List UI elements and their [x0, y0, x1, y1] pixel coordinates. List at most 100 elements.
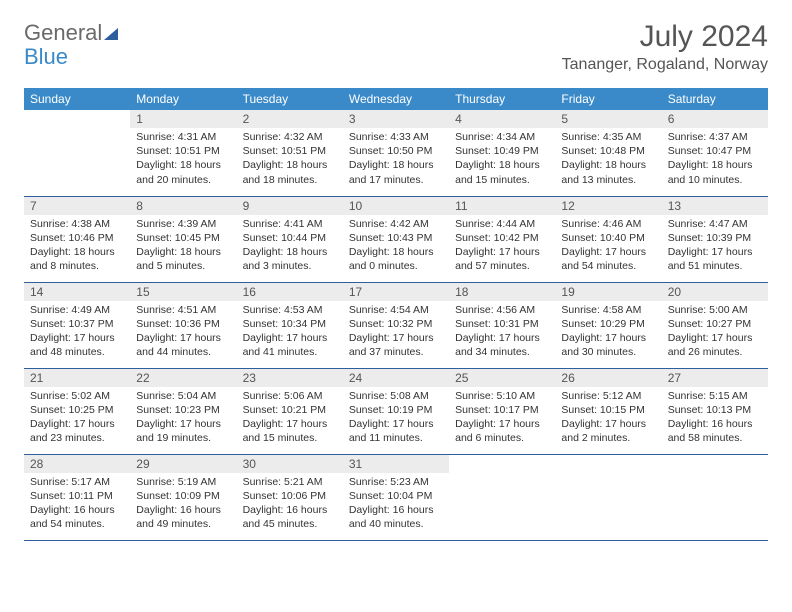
day-number: 22 [130, 369, 236, 387]
day-details: Sunrise: 4:58 AMSunset: 10:29 PMDaylight… [555, 301, 661, 364]
day-number: 11 [449, 197, 555, 215]
day-number: 26 [555, 369, 661, 387]
day-detail-line: Daylight: 17 hours and 19 minutes. [136, 417, 230, 445]
day-details: Sunrise: 5:10 AMSunset: 10:17 PMDaylight… [449, 387, 555, 450]
day-number: 14 [24, 283, 130, 301]
day-detail-line: Sunrise: 5:02 AM [30, 389, 124, 403]
weekday-header: Saturday [662, 88, 768, 110]
day-number: 30 [237, 455, 343, 473]
day-detail-line: Sunrise: 4:53 AM [243, 303, 337, 317]
day-number: 21 [24, 369, 130, 387]
day-details: Sunrise: 4:31 AMSunset: 10:51 PMDaylight… [130, 128, 236, 191]
day-detail-line: Sunset: 10:47 PM [668, 144, 762, 158]
day-detail-line: Sunset: 10:49 PM [455, 144, 549, 158]
day-number: 4 [449, 110, 555, 128]
day-details: Sunrise: 5:02 AMSunset: 10:25 PMDaylight… [24, 387, 130, 450]
day-number: 13 [662, 197, 768, 215]
day-detail-line: Sunset: 10:29 PM [561, 317, 655, 331]
day-detail-line: Daylight: 17 hours and 54 minutes. [561, 245, 655, 273]
day-details: Sunrise: 5:12 AMSunset: 10:15 PMDaylight… [555, 387, 661, 450]
day-detail-line: Sunrise: 5:15 AM [668, 389, 762, 403]
day-detail-line: Daylight: 17 hours and 30 minutes. [561, 331, 655, 359]
day-detail-line: Sunset: 10:11 PM [30, 489, 124, 503]
calendar-day-cell: 8Sunrise: 4:39 AMSunset: 10:45 PMDayligh… [130, 196, 236, 282]
calendar-day-cell: 1Sunrise: 4:31 AMSunset: 10:51 PMDayligh… [130, 110, 236, 196]
calendar-day-cell: 10Sunrise: 4:42 AMSunset: 10:43 PMDaylig… [343, 196, 449, 282]
day-details: Sunrise: 4:54 AMSunset: 10:32 PMDaylight… [343, 301, 449, 364]
day-detail-line: Sunrise: 4:44 AM [455, 217, 549, 231]
day-detail-line: Sunset: 10:19 PM [349, 403, 443, 417]
day-detail-line: Daylight: 16 hours and 49 minutes. [136, 503, 230, 531]
logo-word2: Blue [24, 44, 118, 70]
day-detail-line: Daylight: 18 hours and 13 minutes. [561, 158, 655, 186]
logo: General Blue [24, 20, 118, 70]
day-detail-line: Sunset: 10:44 PM [243, 231, 337, 245]
day-details: Sunrise: 4:38 AMSunset: 10:46 PMDaylight… [24, 215, 130, 278]
calendar-week-row: 7Sunrise: 4:38 AMSunset: 10:46 PMDayligh… [24, 196, 768, 282]
calendar-day-cell: 27Sunrise: 5:15 AMSunset: 10:13 PMDaylig… [662, 368, 768, 454]
day-detail-line: Daylight: 17 hours and 23 minutes. [30, 417, 124, 445]
day-detail-line: Sunset: 10:06 PM [243, 489, 337, 503]
day-detail-line: Sunrise: 5:06 AM [243, 389, 337, 403]
day-detail-line: Sunrise: 5:23 AM [349, 475, 443, 489]
day-detail-line: Sunrise: 4:31 AM [136, 130, 230, 144]
day-detail-line: Daylight: 17 hours and 15 minutes. [243, 417, 337, 445]
day-details: Sunrise: 5:00 AMSunset: 10:27 PMDaylight… [662, 301, 768, 364]
day-detail-line: Daylight: 17 hours and 44 minutes. [136, 331, 230, 359]
calendar-day-cell: 22Sunrise: 5:04 AMSunset: 10:23 PMDaylig… [130, 368, 236, 454]
calendar-day-cell [662, 454, 768, 540]
day-detail-line: Daylight: 17 hours and 57 minutes. [455, 245, 549, 273]
day-detail-line: Sunrise: 4:35 AM [561, 130, 655, 144]
day-detail-line: Daylight: 16 hours and 58 minutes. [668, 417, 762, 445]
day-detail-line: Sunset: 10:51 PM [243, 144, 337, 158]
day-number: 9 [237, 197, 343, 215]
day-detail-line: Daylight: 18 hours and 18 minutes. [243, 158, 337, 186]
day-detail-line: Sunset: 10:17 PM [455, 403, 549, 417]
day-detail-line: Daylight: 17 hours and 34 minutes. [455, 331, 549, 359]
day-detail-line: Sunset: 10:32 PM [349, 317, 443, 331]
day-number: 1 [130, 110, 236, 128]
day-number: 3 [343, 110, 449, 128]
day-detail-line: Daylight: 18 hours and 3 minutes. [243, 245, 337, 273]
day-details: Sunrise: 5:08 AMSunset: 10:19 PMDaylight… [343, 387, 449, 450]
day-detail-line: Sunrise: 5:00 AM [668, 303, 762, 317]
day-detail-line: Daylight: 17 hours and 41 minutes. [243, 331, 337, 359]
day-detail-line: Daylight: 17 hours and 2 minutes. [561, 417, 655, 445]
day-detail-line: Sunrise: 4:47 AM [668, 217, 762, 231]
calendar-day-cell: 14Sunrise: 4:49 AMSunset: 10:37 PMDaylig… [24, 282, 130, 368]
day-detail-line: Sunset: 10:09 PM [136, 489, 230, 503]
day-details: Sunrise: 5:15 AMSunset: 10:13 PMDaylight… [662, 387, 768, 450]
day-detail-line: Sunrise: 4:34 AM [455, 130, 549, 144]
day-details: Sunrise: 4:51 AMSunset: 10:36 PMDaylight… [130, 301, 236, 364]
day-detail-line: Sunset: 10:45 PM [136, 231, 230, 245]
day-detail-line: Daylight: 16 hours and 45 minutes. [243, 503, 337, 531]
day-details: Sunrise: 4:32 AMSunset: 10:51 PMDaylight… [237, 128, 343, 191]
day-number: 19 [555, 283, 661, 301]
day-number: 16 [237, 283, 343, 301]
day-detail-line: Sunrise: 5:17 AM [30, 475, 124, 489]
day-detail-line: Sunrise: 4:41 AM [243, 217, 337, 231]
calendar-day-cell: 25Sunrise: 5:10 AMSunset: 10:17 PMDaylig… [449, 368, 555, 454]
day-number: 5 [555, 110, 661, 128]
calendar-day-cell: 11 Sunrise: 4:44 AMSunset: 10:42 PMDaylig… [449, 196, 555, 282]
calendar-day-cell: 13Sunrise: 4:47 AMSunset: 10:39 PMDaylig… [662, 196, 768, 282]
day-number: 25 [449, 369, 555, 387]
day-number: 18 [449, 283, 555, 301]
day-detail-line: Sunset: 10:04 PM [349, 489, 443, 503]
day-details: Sunrise: 4:41 AMSunset: 10:44 PMDaylight… [237, 215, 343, 278]
day-number: 10 [343, 197, 449, 215]
day-detail-line: Sunrise: 4:51 AM [136, 303, 230, 317]
day-detail-line: Sunrise: 4:39 AM [136, 217, 230, 231]
day-details: Sunrise: 4:33 AMSunset: 10:50 PMDaylight… [343, 128, 449, 191]
day-detail-line: Sunset: 10:42 PM [455, 231, 549, 245]
weekday-header: Monday [130, 88, 236, 110]
day-detail-line: Sunset: 10:31 PM [455, 317, 549, 331]
day-detail-line: Sunset: 10:27 PM [668, 317, 762, 331]
day-detail-line: Daylight: 17 hours and 6 minutes. [455, 417, 549, 445]
day-detail-line: Sunset: 10:23 PM [136, 403, 230, 417]
day-details: Sunrise: 4:34 AMSunset: 10:49 PMDaylight… [449, 128, 555, 191]
day-detail-line: Sunset: 10:15 PM [561, 403, 655, 417]
day-details: Sunrise: 4:39 AMSunset: 10:45 PMDaylight… [130, 215, 236, 278]
day-details: Sunrise: 5:23 AMSunset: 10:04 PMDaylight… [343, 473, 449, 536]
calendar-day-cell: 28Sunrise: 5:17 AMSunset: 10:11 PMDaylig… [24, 454, 130, 540]
